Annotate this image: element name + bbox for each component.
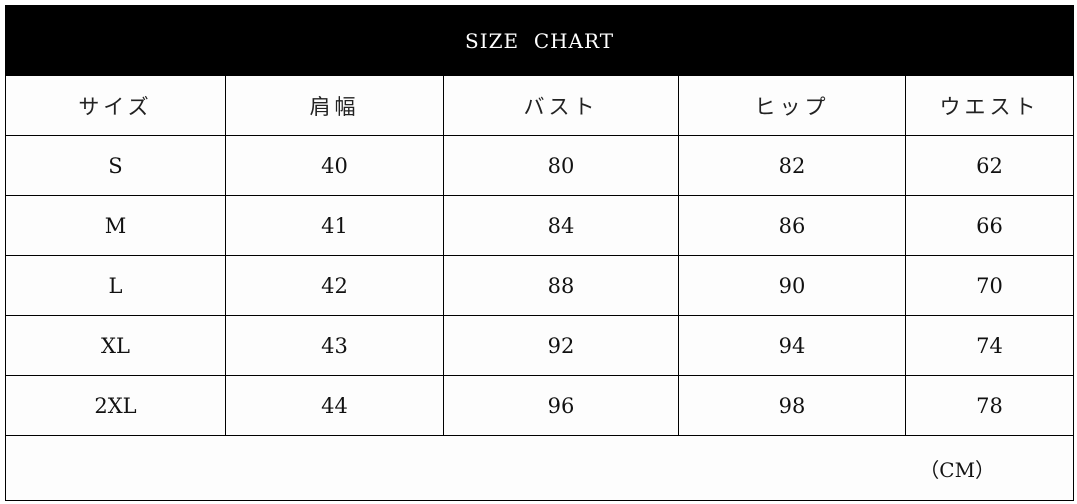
cell-hip: 86: [678, 195, 906, 256]
chart-title: SIZE CHART: [4, 5, 1075, 76]
cell-shoulder: 44: [225, 375, 444, 436]
cell-size: M: [5, 195, 226, 256]
table-row: 2XL 44 96 98 78: [5, 375, 1075, 436]
column-header-hip: ヒップ: [678, 75, 906, 136]
cell-bust: 92: [443, 315, 679, 376]
table-row: XL 43 92 94 74: [5, 315, 1075, 376]
cell-size: S: [5, 135, 226, 196]
table-row: M 41 84 86 66: [5, 195, 1075, 256]
cell-waist: 62: [904, 135, 1075, 196]
size-chart-table: SIZE CHART サイズ 肩幅 バスト ヒップ ウエスト S 40 80 82 62…: [4, 5, 1075, 501]
cell-hip: 98: [678, 375, 906, 436]
cell-waist: 66: [904, 195, 1075, 256]
cell-waist: 78: [904, 375, 1075, 436]
cell-shoulder: 40: [225, 135, 444, 196]
cell-bust: 80: [443, 135, 679, 196]
cell-bust: 84: [443, 195, 679, 256]
cell-size: L: [5, 255, 226, 316]
cell-hip: 94: [678, 315, 906, 376]
header-row: サイズ 肩幅 バスト ヒップ ウエスト: [5, 75, 1075, 136]
column-header-waist: ウエスト: [904, 75, 1075, 136]
cell-shoulder: 43: [225, 315, 444, 376]
cell-size: 2XL: [5, 375, 226, 436]
column-header-shoulder: 肩幅: [225, 75, 444, 136]
unit-label: （CM）: [4, 435, 1075, 501]
cell-bust: 88: [443, 255, 679, 316]
table-row: S 40 80 82 62: [5, 135, 1075, 196]
cell-size: XL: [5, 315, 226, 376]
column-header-size: サイズ: [5, 75, 226, 136]
cell-shoulder: 41: [225, 195, 444, 256]
cell-waist: 70: [904, 255, 1075, 316]
cell-bust: 96: [443, 375, 679, 436]
cell-waist: 74: [904, 315, 1075, 376]
column-header-bust: バスト: [443, 75, 679, 136]
cell-shoulder: 42: [225, 255, 444, 316]
cell-hip: 90: [678, 255, 906, 316]
table-row: L 42 88 90 70: [5, 255, 1075, 316]
cell-hip: 82: [678, 135, 906, 196]
